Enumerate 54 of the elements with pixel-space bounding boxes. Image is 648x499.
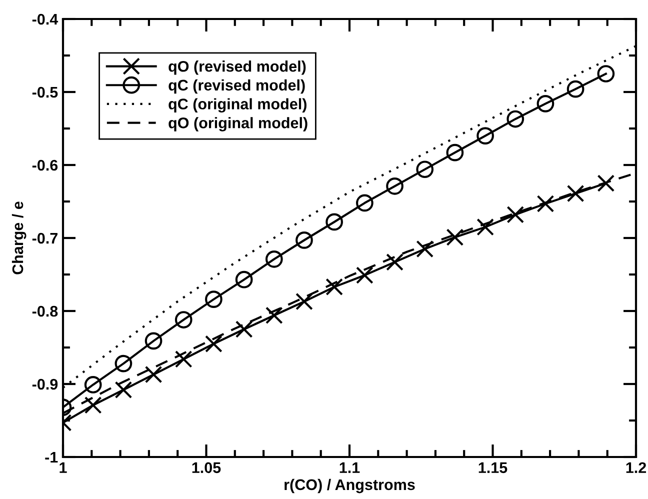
x-tick-label: 1 — [60, 462, 67, 473]
point — [476, 218, 494, 236]
x-tick-label: 1.2 — [626, 462, 646, 473]
legend-label: qO (revised model) — [168, 60, 306, 75]
point — [566, 184, 584, 202]
legend-label: qC (original model) — [168, 98, 306, 113]
point — [235, 320, 253, 338]
y-tick-label: -0.6 — [32, 160, 58, 171]
point — [114, 354, 132, 372]
point — [265, 306, 283, 324]
x-tick-label: 1.1 — [340, 462, 360, 473]
x-tick-label: 1.05 — [192, 462, 221, 474]
point — [356, 266, 374, 284]
point — [536, 94, 554, 112]
point — [84, 396, 102, 414]
y-axis-title: Charge / e — [12, 202, 26, 274]
point — [566, 80, 584, 98]
point — [114, 381, 132, 399]
point — [506, 110, 524, 128]
y-tick-label: -0.9 — [32, 378, 58, 390]
point — [446, 228, 464, 246]
point — [235, 270, 253, 288]
point — [144, 366, 162, 384]
point — [476, 127, 494, 144]
point — [536, 195, 554, 212]
point — [356, 194, 374, 212]
point — [597, 65, 615, 82]
point — [144, 332, 162, 350]
y-tick-label: -0.8 — [32, 306, 58, 317]
y-tick-label: -1 — [45, 452, 58, 463]
point — [386, 177, 404, 195]
y-tick-label: -0.5 — [32, 86, 58, 98]
legend-label: qO (original model) — [168, 117, 308, 132]
legend-label: qC (revised model) — [168, 79, 305, 94]
point — [296, 232, 313, 249]
point — [174, 311, 192, 328]
point — [205, 335, 222, 353]
point — [506, 206, 524, 224]
point — [416, 160, 434, 178]
point — [446, 144, 464, 162]
point — [386, 253, 404, 271]
point — [296, 292, 313, 310]
point — [597, 174, 615, 192]
point — [174, 350, 192, 368]
x-axis-title: r(CO) / Angstroms — [284, 478, 415, 494]
point — [205, 290, 222, 308]
point — [416, 240, 434, 258]
y-tick-label: -0.4 — [32, 14, 58, 25]
point — [265, 250, 283, 268]
y-tick-label: -0.7 — [32, 232, 58, 244]
point — [84, 376, 102, 394]
point — [326, 213, 343, 231]
point — [326, 278, 343, 296]
x-tick-label: 1.15 — [478, 462, 508, 474]
